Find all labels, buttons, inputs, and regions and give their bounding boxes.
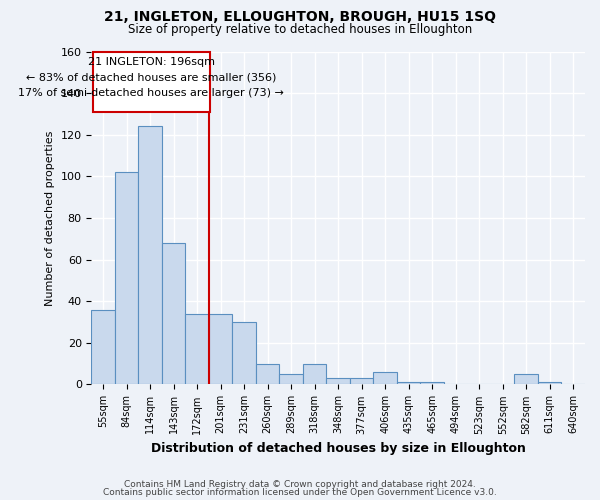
Bar [303, 364, 326, 384]
Bar [185, 314, 209, 384]
Bar [139, 126, 162, 384]
Bar [162, 243, 185, 384]
Bar [280, 374, 303, 384]
Bar [232, 322, 256, 384]
Text: 21, INGLETON, ELLOUGHTON, BROUGH, HU15 1SQ: 21, INGLETON, ELLOUGHTON, BROUGH, HU15 1… [104, 10, 496, 24]
Bar [350, 378, 373, 384]
Bar [326, 378, 350, 384]
Text: Contains HM Land Registry data © Crown copyright and database right 2024.: Contains HM Land Registry data © Crown c… [124, 480, 476, 489]
Bar [397, 382, 421, 384]
Text: 21 INGLETON: 196sqm: 21 INGLETON: 196sqm [88, 56, 215, 66]
Bar [373, 372, 397, 384]
Text: 17% of semi-detached houses are larger (73) →: 17% of semi-detached houses are larger (… [19, 88, 284, 98]
Bar [514, 374, 538, 384]
Bar [115, 172, 139, 384]
Text: ← 83% of detached houses are smaller (356): ← 83% of detached houses are smaller (35… [26, 72, 277, 83]
FancyBboxPatch shape [92, 52, 210, 112]
Bar [209, 314, 232, 384]
X-axis label: Distribution of detached houses by size in Elloughton: Distribution of detached houses by size … [151, 442, 526, 455]
Bar [91, 310, 115, 384]
Y-axis label: Number of detached properties: Number of detached properties [45, 130, 55, 306]
Bar [538, 382, 562, 384]
Bar [421, 382, 444, 384]
Text: Contains public sector information licensed under the Open Government Licence v3: Contains public sector information licen… [103, 488, 497, 497]
Text: Size of property relative to detached houses in Elloughton: Size of property relative to detached ho… [128, 22, 472, 36]
Bar [256, 364, 280, 384]
